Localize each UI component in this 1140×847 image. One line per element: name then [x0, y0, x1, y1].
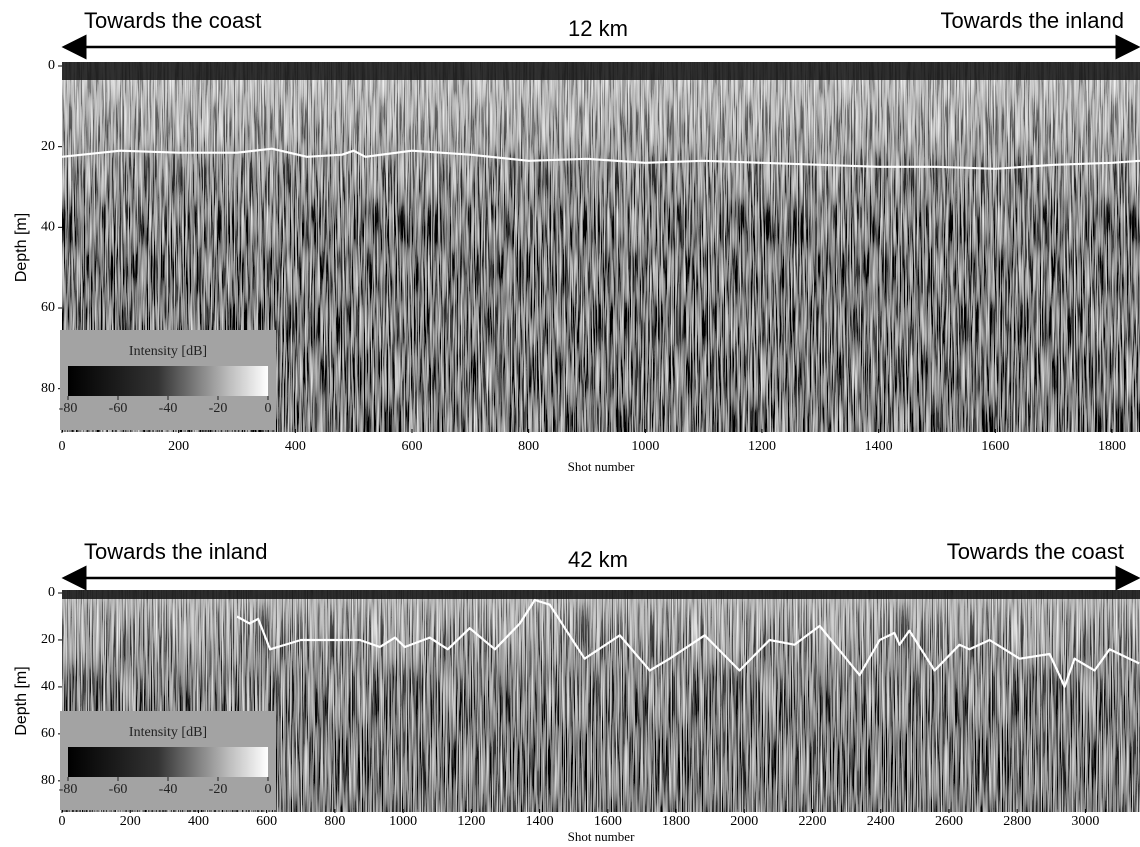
- colorbar: [68, 366, 268, 396]
- x-tick-label: 2800: [1003, 814, 1031, 829]
- x-tick-label: 1600: [594, 814, 622, 829]
- colorbar-tick-label: 0: [265, 401, 272, 416]
- x-tick-label: 0: [59, 814, 66, 829]
- x-tick-label: 0: [59, 439, 66, 454]
- y-tick-label: 60: [41, 726, 55, 741]
- y-tick-label: 0: [48, 585, 55, 600]
- surface-band: [62, 62, 1140, 80]
- x-tick-label: 2400: [867, 814, 895, 829]
- y-tick-label: 0: [48, 58, 55, 73]
- x-axis-label: Shot number: [568, 829, 635, 844]
- y-axis-label: Depth [m]: [13, 666, 30, 735]
- x-tick-label: 600: [402, 439, 423, 454]
- y-tick-label: 80: [41, 381, 55, 396]
- annotation-left: Towards the inland: [84, 539, 267, 564]
- x-tick-label: 2000: [730, 814, 758, 829]
- x-tick-label: 1200: [748, 439, 776, 454]
- x-tick-label: 1400: [526, 814, 554, 829]
- x-tick-label: 2200: [799, 814, 827, 829]
- y-tick-label: 20: [41, 632, 55, 647]
- colorbar-title: Intensity [dB]: [129, 344, 207, 359]
- x-tick-label: 200: [120, 814, 141, 829]
- annotation-center: 12 km: [568, 16, 628, 41]
- annotation-right: Towards the coast: [947, 539, 1124, 564]
- x-tick-label: 1400: [865, 439, 893, 454]
- colorbar-tick-label: -20: [209, 782, 228, 797]
- x-tick-label: 1200: [457, 814, 485, 829]
- y-tick-label: 80: [41, 773, 55, 788]
- colorbar-tick-label: -80: [59, 782, 78, 797]
- x-tick-label: 3000: [1071, 814, 1099, 829]
- x-tick-label: 800: [518, 439, 539, 454]
- y-tick-label: 40: [41, 220, 55, 235]
- annotation-left: Towards the coast: [84, 8, 261, 33]
- x-tick-label: 600: [256, 814, 277, 829]
- x-tick-label: 1800: [1098, 439, 1126, 454]
- y-tick-label: 40: [41, 679, 55, 694]
- x-tick-label: 400: [188, 814, 209, 829]
- x-tick-label: 1000: [389, 814, 417, 829]
- y-tick-label: 60: [41, 300, 55, 315]
- colorbar: [68, 747, 268, 777]
- x-tick-label: 200: [168, 439, 189, 454]
- x-tick-label: 1600: [981, 439, 1009, 454]
- x-tick-label: 1800: [662, 814, 690, 829]
- colorbar-tick-label: -40: [159, 782, 178, 797]
- surface-band: [62, 590, 1140, 599]
- y-axis-label: Depth [m]: [13, 213, 30, 282]
- x-tick-label: 2600: [935, 814, 963, 829]
- colorbar-tick-label: 0: [265, 782, 272, 797]
- colorbar-tick-label: -80: [59, 401, 78, 416]
- colorbar-tick-label: -20: [209, 401, 228, 416]
- x-axis-label: Shot number: [568, 459, 635, 474]
- x-tick-label: 1000: [631, 439, 659, 454]
- annotation-right: Towards the inland: [941, 8, 1124, 33]
- colorbar-tick-label: -60: [109, 782, 128, 797]
- colorbar-tick-label: -40: [159, 401, 178, 416]
- x-tick-label: 400: [285, 439, 306, 454]
- interface-line: [61, 147, 1140, 170]
- colorbar-title: Intensity [dB]: [129, 725, 207, 740]
- y-tick-label: 20: [41, 139, 55, 154]
- annotation-center: 42 km: [568, 547, 628, 572]
- colorbar-tick-label: -60: [109, 401, 128, 416]
- figure-content: Towards the coast 12 km Towards the inland…: [13, 8, 1140, 844]
- interface-line: [236, 598, 1140, 689]
- x-tick-label: 800: [324, 814, 345, 829]
